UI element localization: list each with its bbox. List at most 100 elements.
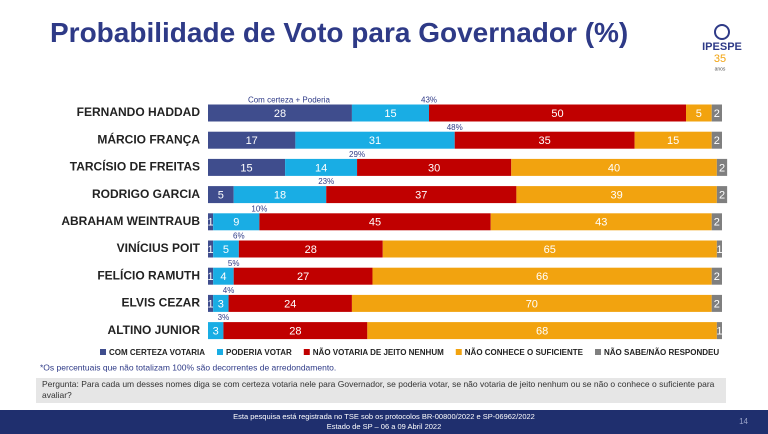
- bar-segment: [716, 186, 728, 204]
- bar-segment: [686, 104, 712, 122]
- data-label: 1: [208, 298, 214, 310]
- total-label: 23%: [318, 177, 334, 186]
- bar-segment: [259, 213, 491, 231]
- legend-label: NÃO CONHECE O SUFICIENTE: [465, 348, 584, 357]
- category-label: RODRIGO GARCIA: [92, 187, 200, 201]
- data-label: 15: [667, 135, 679, 147]
- data-label: 45: [369, 217, 381, 229]
- footer-line: Estado de SP – 06 a 09 Abril 2022: [327, 422, 442, 431]
- category-label: VINÍCIUS POIT: [117, 240, 201, 255]
- data-label: 9: [233, 217, 239, 229]
- data-label: 28: [305, 244, 317, 256]
- total-label: 6%: [233, 232, 245, 241]
- bar-segment: [351, 104, 430, 122]
- bar-segment: [228, 294, 352, 312]
- category-label: ALTINO JUNIOR: [108, 323, 201, 337]
- bar-segment: [208, 267, 214, 285]
- logo-icon: [714, 24, 730, 40]
- bar-segment: [429, 104, 687, 122]
- bar-segment: [238, 240, 383, 258]
- bar-segment: [454, 131, 635, 149]
- data-label: 3: [213, 326, 219, 338]
- total-label: 48%: [447, 123, 463, 132]
- bar-segment: [208, 104, 352, 122]
- category-label: ABRAHAM WEINTRAUB: [61, 214, 200, 228]
- data-label: 1: [716, 326, 722, 338]
- data-label: 2: [714, 135, 720, 147]
- bar-segment: [213, 240, 239, 258]
- total-label: 29%: [349, 150, 365, 159]
- bar-segment: [716, 158, 728, 176]
- data-label: 2: [719, 162, 725, 174]
- legend-swatch: [303, 349, 310, 355]
- bar-segment: [711, 104, 722, 122]
- data-label: 39: [611, 190, 623, 202]
- bar-segment: [382, 240, 717, 258]
- category-label: MÁRCIO FRANÇA: [97, 131, 200, 146]
- bar-segment: [516, 186, 717, 204]
- category-label: FERNANDO HADDAD: [77, 105, 201, 119]
- data-label: 3: [218, 298, 224, 310]
- legend-label: PODERIA VOTAR: [226, 348, 292, 357]
- data-label: 5: [223, 244, 229, 256]
- data-label: 14: [315, 162, 327, 174]
- data-label: 1: [208, 244, 214, 256]
- category-label: ELVIS CEZAR: [122, 296, 201, 310]
- bar-segment: [711, 213, 722, 231]
- data-label: 28: [274, 108, 286, 120]
- bar-segment: [213, 213, 260, 231]
- data-label: 2: [714, 298, 720, 310]
- data-label: 2: [714, 108, 720, 120]
- bar-segment: [208, 158, 286, 176]
- bar-segment: [716, 322, 722, 340]
- bar-segment: [351, 294, 712, 312]
- legend-swatch: [217, 349, 223, 355]
- data-label: 66: [536, 271, 548, 283]
- legend-label: NÃO VOTARIA DE JEITO NENHUM: [313, 348, 444, 357]
- data-label: 1: [716, 244, 722, 256]
- data-label: 68: [536, 326, 548, 338]
- bar-segment: [208, 131, 296, 149]
- category-label: FELÍCIO RAMUTH: [97, 267, 200, 282]
- total-label: 43%: [421, 96, 437, 105]
- data-label: 2: [714, 271, 720, 283]
- legend-swatch: [100, 349, 106, 355]
- data-label: 35: [539, 135, 551, 147]
- data-label: 31: [369, 135, 381, 147]
- title: Probabilidade de Voto para Governador (%…: [50, 17, 629, 48]
- data-label: 30: [428, 162, 440, 174]
- data-label: 5: [696, 108, 702, 120]
- bar-segment: [208, 294, 214, 312]
- logo-name: IPESPE: [702, 41, 742, 53]
- data-label: 2: [719, 190, 725, 202]
- data-label: 40: [608, 162, 620, 174]
- bar-segment: [711, 267, 722, 285]
- total-label: 4%: [223, 286, 235, 295]
- bar-segment: [372, 267, 712, 285]
- bar-segment: [208, 322, 224, 340]
- question: Pergunta: Para cada um desses nomes diga…: [36, 378, 726, 403]
- data-label: 50: [551, 108, 563, 120]
- bar-segment: [208, 240, 214, 258]
- legend-swatch: [455, 349, 462, 355]
- bar-segment: [223, 322, 368, 340]
- bar-segment: [213, 267, 234, 285]
- data-label: 15: [384, 108, 396, 120]
- bar-segment: [208, 213, 214, 231]
- data-label: 27: [297, 271, 309, 283]
- bar-segment: [716, 240, 722, 258]
- bar-segment: [233, 267, 373, 285]
- legend-swatch: [595, 349, 601, 355]
- bar-segment: [295, 131, 455, 149]
- legend-label: COM CERTEZA VOTARIA: [109, 348, 205, 357]
- bar-segment: [357, 158, 512, 176]
- data-label: 5: [218, 190, 224, 202]
- data-label: 15: [240, 162, 252, 174]
- bar-segment: [490, 213, 712, 231]
- category-label: TARCÍSIO DE FREITAS: [70, 159, 200, 174]
- data-label: 65: [544, 244, 556, 256]
- bar-segment: [511, 158, 717, 176]
- data-label: 70: [526, 298, 538, 310]
